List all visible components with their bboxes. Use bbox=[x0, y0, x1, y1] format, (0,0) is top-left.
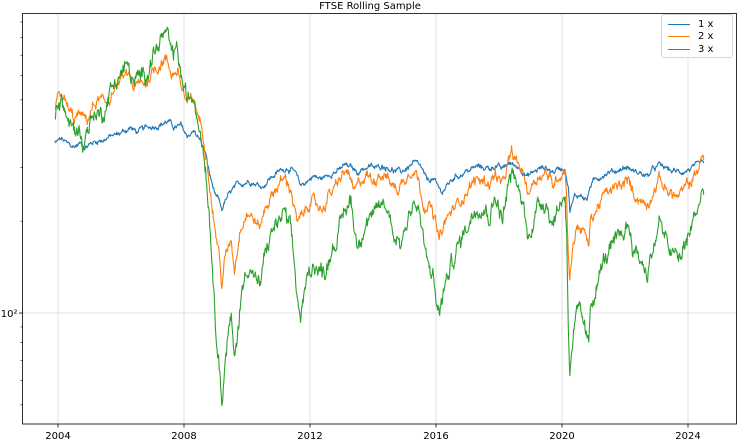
series-line-1x bbox=[54, 118, 705, 213]
legend-swatch-2x bbox=[668, 36, 690, 38]
legend-label-1x: 1 x bbox=[698, 18, 714, 30]
axes-frame bbox=[22, 13, 737, 425]
series-line-2x bbox=[54, 54, 705, 290]
x-tick-label: 2004 bbox=[45, 431, 70, 440]
legend-swatch-1x bbox=[668, 23, 690, 25]
legend-item-3x: 3 x bbox=[666, 43, 728, 56]
legend-label-3x: 3 x bbox=[698, 43, 714, 55]
legend-label-2x: 2 x bbox=[698, 31, 714, 43]
legend-swatch-3x bbox=[668, 48, 690, 50]
y-tick-label: 10² bbox=[1, 309, 18, 320]
x-tick-label: 2020 bbox=[549, 431, 574, 440]
x-tick-label: 2012 bbox=[297, 431, 322, 440]
legend-item-2x: 2 x bbox=[666, 31, 728, 44]
x-tick-label: 2024 bbox=[675, 431, 700, 440]
x-tick-label: 2008 bbox=[171, 431, 196, 440]
legend: 1 x 2 x 3 x bbox=[661, 14, 733, 58]
series-line-3x bbox=[54, 26, 705, 407]
grid-lines bbox=[22, 13, 737, 424]
series-lines bbox=[54, 26, 705, 407]
x-tick-label: 2016 bbox=[423, 431, 448, 440]
legend-item-1x: 1 x bbox=[666, 18, 728, 31]
chart-title: FTSE Rolling Sample bbox=[319, 1, 421, 12]
axis-ticks: 2004 2008 2012 2016 2020 2024 10² bbox=[1, 21, 701, 440]
